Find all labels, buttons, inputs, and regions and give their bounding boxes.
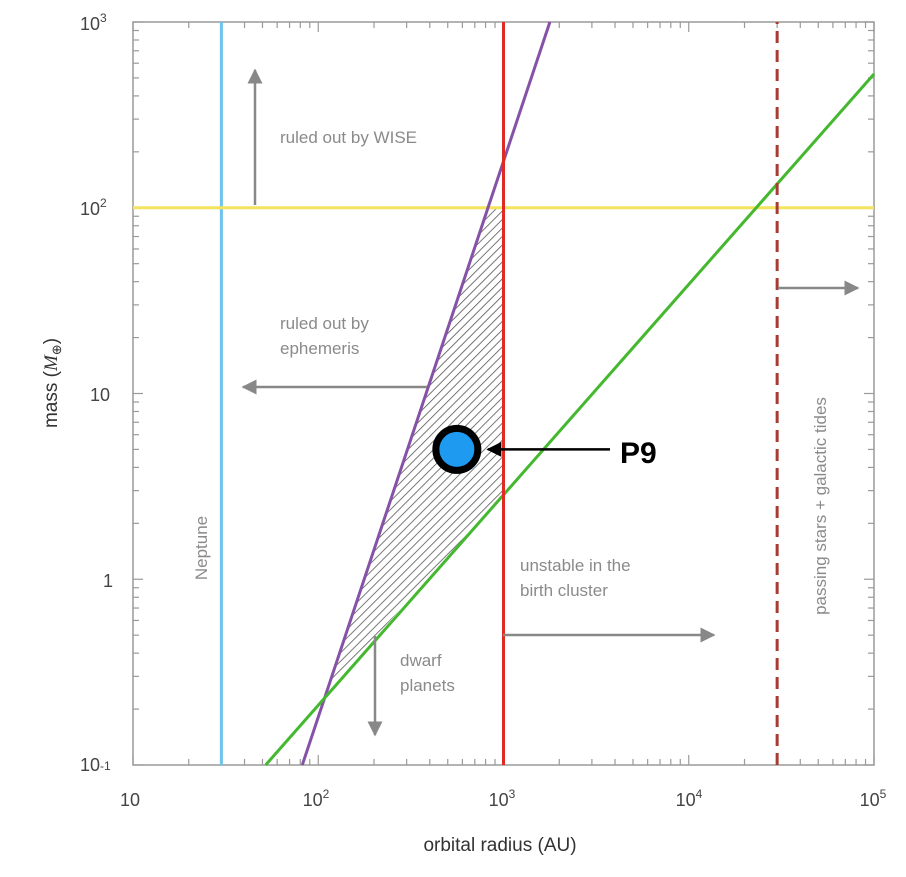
y-axis-title: mass (M⊕) — [41, 338, 64, 428]
ephemeris-note-line2: ephemeris — [280, 339, 359, 358]
y-tick-label-1: 1 — [103, 571, 113, 591]
x-tick-label-10000: 104 — [676, 787, 703, 810]
constraint-lines — [133, 21, 876, 766]
p9-label: P9 — [620, 437, 657, 470]
wise-note: ruled out by WISE — [280, 128, 417, 147]
cluster-note-line1: unstable in the — [520, 556, 631, 575]
cluster-note-line2: birth cluster — [520, 581, 608, 600]
stability-line — [264, 72, 876, 766]
y-tick-label-10: 10 — [90, 385, 110, 405]
y-tick-label-0.1: 10-1 — [80, 755, 111, 775]
y-tick-labels: 10-1 1 10 102 103 — [80, 11, 113, 775]
x-tick-label-1000: 103 — [489, 787, 516, 810]
tides-note: passing stars + galactic tides — [811, 397, 830, 615]
dwarf-note-line2: planets — [400, 676, 455, 695]
x-tick-label-100: 102 — [303, 787, 330, 810]
y-tick-label-1000: 103 — [80, 11, 107, 34]
x-axis-title: orbital radius (AU) — [423, 835, 576, 856]
ephemeris-line — [300, 21, 552, 766]
annotation-arrows — [241, 68, 860, 737]
y-tick-label-100: 102 — [80, 196, 107, 219]
dwarf-note-line1: dwarf — [400, 651, 442, 670]
annotations: ruled out by WISE ruled out by ephemeris… — [192, 128, 830, 695]
x-tick-labels: 10 102 103 104 105 — [120, 787, 887, 810]
x-tick-label-10: 10 — [120, 790, 140, 810]
ephemeris-note-line1: ruled out by — [280, 314, 369, 333]
x-tick-label-100000: 105 — [860, 787, 887, 810]
allowed-region-hatch — [327, 207, 504, 692]
neptune-note: Neptune — [192, 516, 211, 580]
p9-point — [432, 424, 482, 474]
